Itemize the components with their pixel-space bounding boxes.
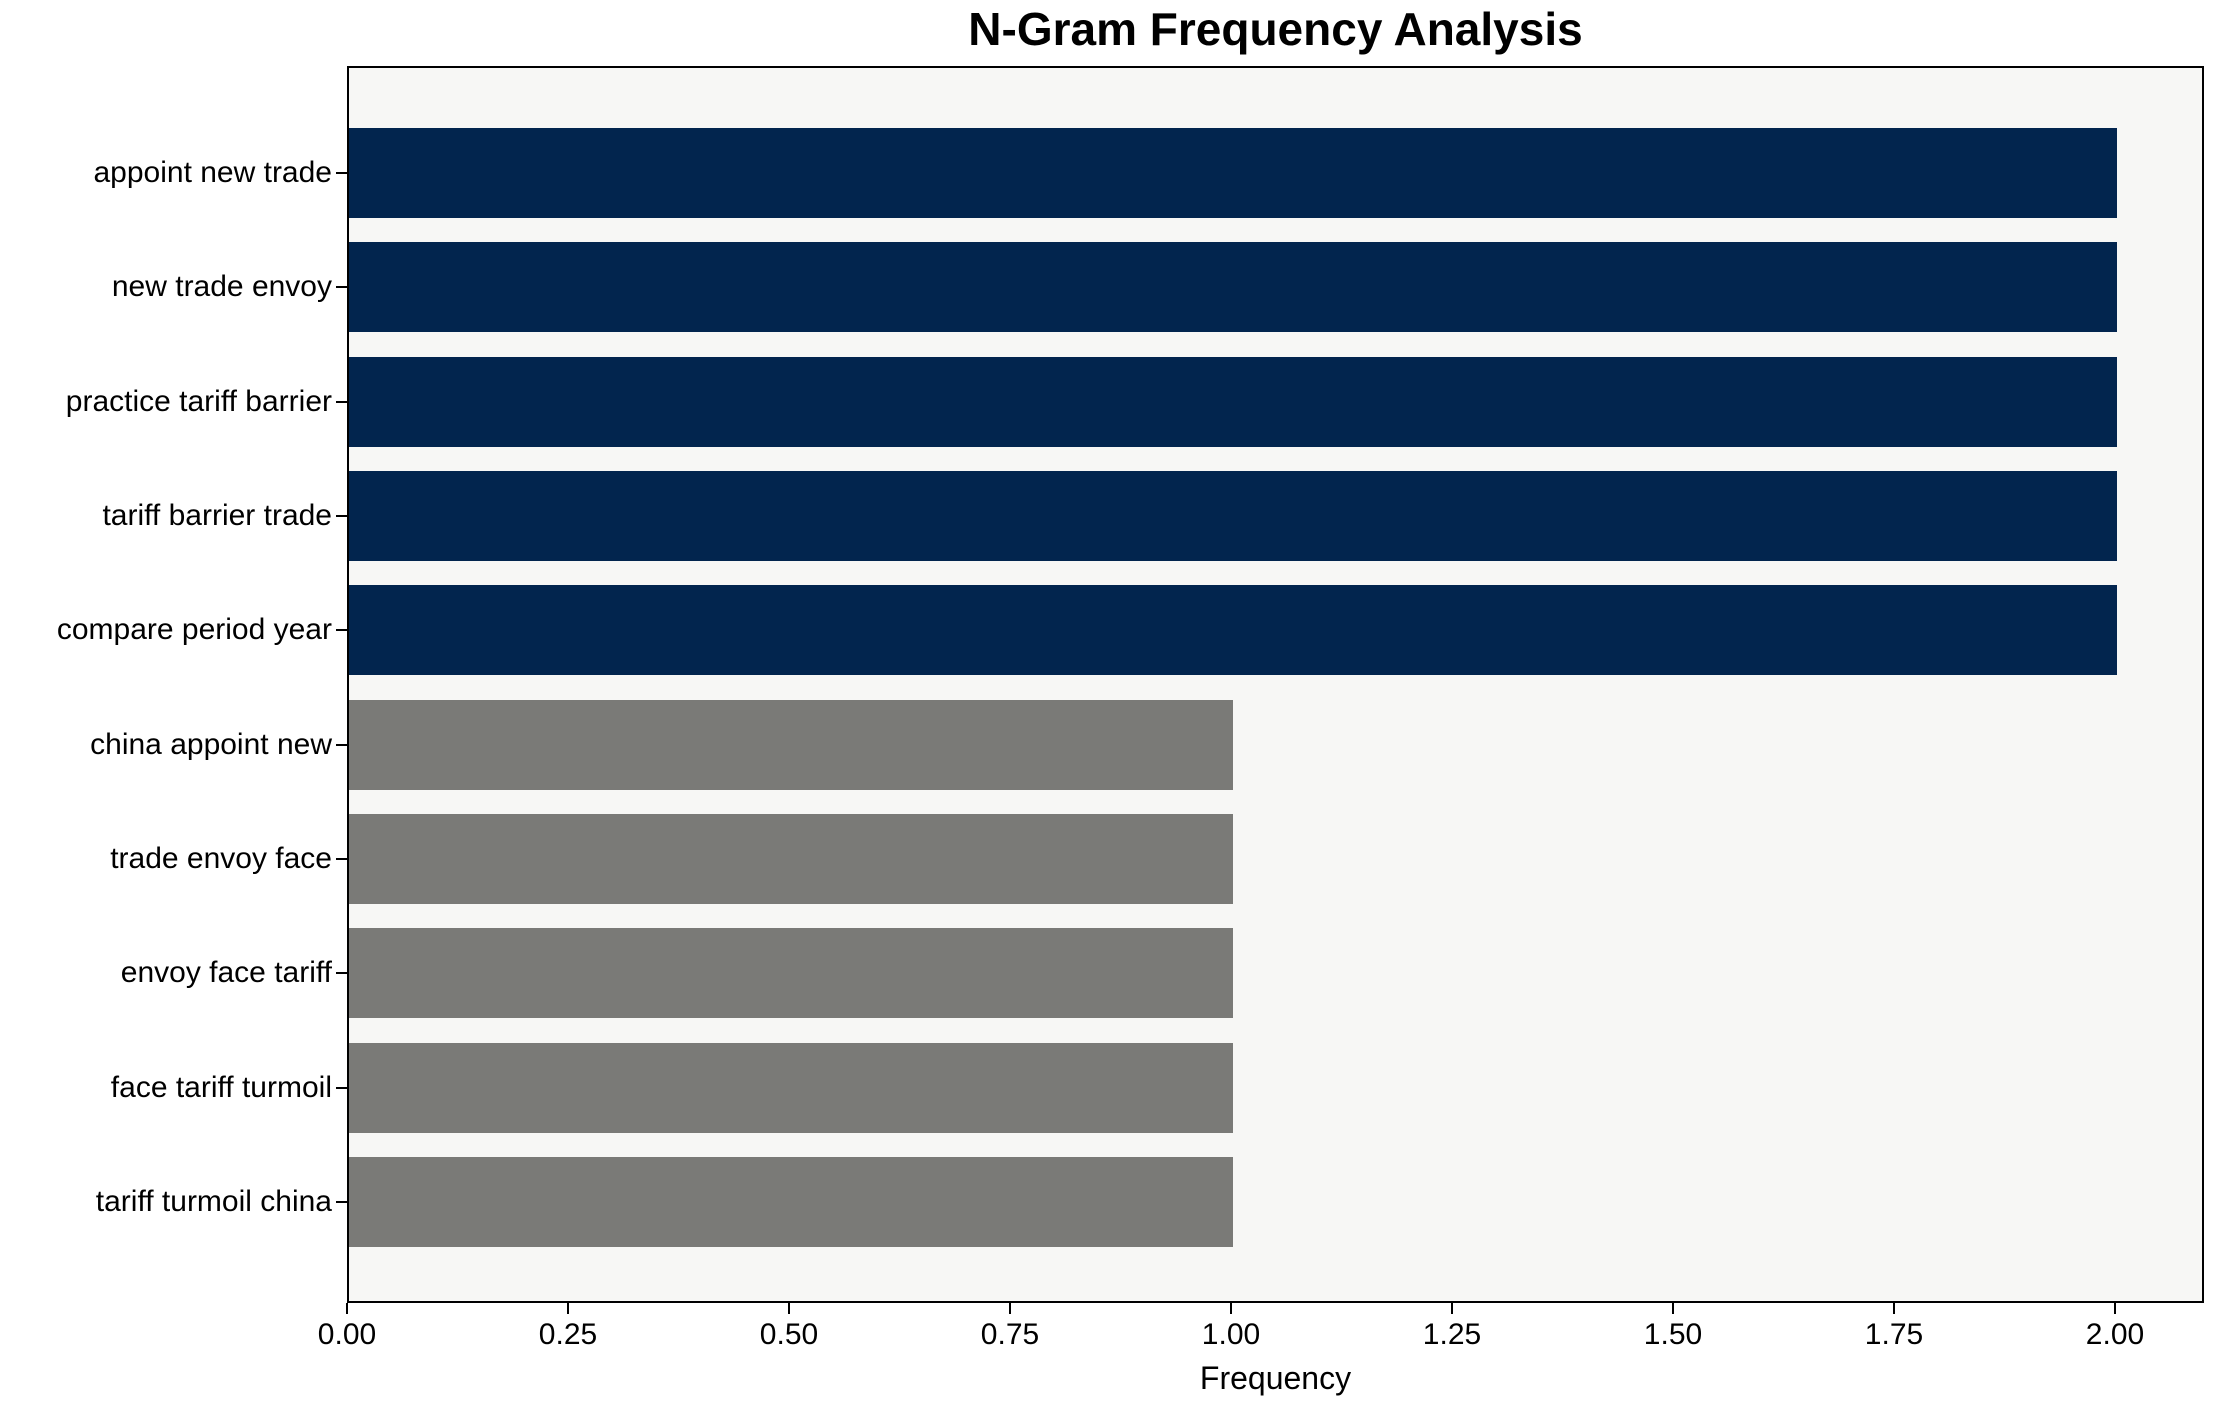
bar-tariff-barrier-trade <box>349 470 2117 561</box>
x-tick-mark <box>1009 1303 1011 1314</box>
x-axis-label: Frequency <box>1199 1360 1352 1396</box>
y-tick-label: tariff barrier trade <box>102 498 332 532</box>
y-tick-label: new trade envoy <box>111 270 332 304</box>
x-tick-mark <box>1230 1303 1232 1314</box>
y-tick-mark <box>336 972 347 975</box>
y-tick-label: practice tariff barrier <box>65 384 332 418</box>
bar-envoy-face-tariff <box>349 928 1233 1019</box>
x-tick-mark <box>1893 1303 1895 1314</box>
x-tick-label: 1.00 <box>1201 1318 1261 1351</box>
y-tick-label: trade envoy face <box>110 841 332 875</box>
bar-china-appoint-new <box>349 699 1233 790</box>
x-tick-label: 1.50 <box>1643 1318 1703 1351</box>
y-tick-mark <box>336 743 347 746</box>
y-tick-mark <box>336 514 347 517</box>
y-tick-mark <box>336 172 347 174</box>
y-tick-label: face tariff turmoil <box>110 1070 332 1104</box>
x-tick-label: 2.00 <box>2085 1318 2145 1351</box>
x-tick-label: 1.25 <box>1422 1318 1482 1351</box>
bar-practice-tariff-barrier <box>349 356 2117 447</box>
x-tick-label: 0.50 <box>759 1318 819 1351</box>
y-tick-mark <box>336 1200 347 1203</box>
x-tick-mark <box>567 1303 569 1314</box>
y-tick-label: envoy face tariff <box>120 956 332 990</box>
bar-new-trade-envoy <box>349 242 2117 333</box>
chart-title: N-Gram Frequency Analysis <box>968 3 1583 55</box>
y-tick-label: compare period year <box>56 613 332 647</box>
x-tick-mark <box>1672 1303 1674 1314</box>
x-tick-mark <box>1451 1303 1453 1314</box>
plot-area <box>347 66 2204 1303</box>
bar-trade-envoy-face <box>349 813 1233 904</box>
y-tick-mark <box>336 629 347 632</box>
x-tick-label: 1.75 <box>1864 1318 1924 1351</box>
x-tick-label: 0.00 <box>317 1318 377 1351</box>
y-tick-mark <box>336 857 347 860</box>
y-tick-mark <box>336 286 347 289</box>
y-tick-label: appoint new trade <box>93 156 332 189</box>
x-tick-mark <box>2114 1303 2116 1314</box>
x-tick-mark <box>346 1303 348 1314</box>
y-tick-label: china appoint new <box>90 727 332 761</box>
bar-tariff-turmoil-china <box>349 1156 1233 1247</box>
x-tick-label: 0.75 <box>980 1318 1040 1351</box>
x-tick-label: 0.25 <box>538 1318 598 1351</box>
y-tick-mark <box>336 400 347 403</box>
y-tick-mark <box>336 1086 347 1089</box>
y-tick-label: tariff turmoil china <box>95 1184 332 1218</box>
bar-appoint-new-trade <box>349 128 2117 218</box>
x-tick-mark <box>788 1303 790 1314</box>
bar-compare-period-year <box>349 585 2117 676</box>
bar-face-tariff-turmoil <box>349 1042 1233 1133</box>
